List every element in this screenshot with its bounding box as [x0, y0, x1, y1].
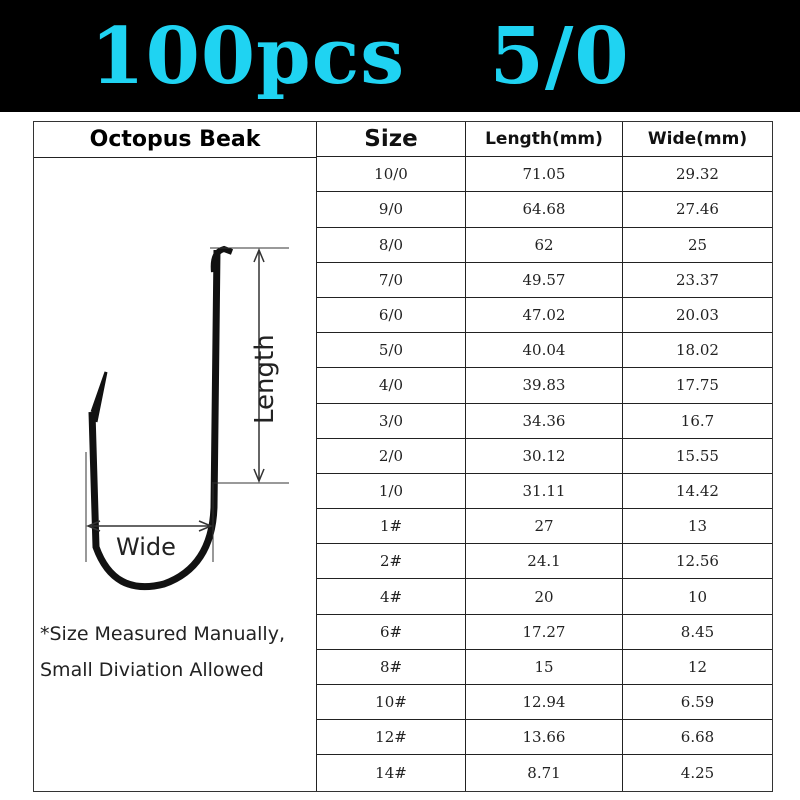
length-cell: 31.11	[466, 473, 623, 509]
length-cell: 34.36	[466, 403, 623, 438]
table-row: 4# 20 10	[317, 579, 772, 615]
length-cell: 12.94	[466, 685, 623, 720]
size-cell: 12#	[317, 720, 466, 755]
length-cell: 15	[466, 649, 623, 684]
header-row: Size Length(mm) Wide(mm)	[317, 122, 772, 158]
note-line-1: *Size Measured Manually,	[40, 623, 285, 645]
wide-cell: 14.42	[676, 481, 719, 500]
length-cell: 8.71	[466, 755, 623, 791]
length-cell: 20	[466, 579, 623, 614]
length-cell: 17.27	[466, 614, 623, 649]
table-row: 6/0 47.02 20.03	[317, 297, 772, 334]
table-row: 9/0 64.68 27.46	[317, 192, 772, 228]
size-cell: 10#	[317, 685, 466, 720]
wide-cell: 12	[687, 657, 708, 676]
wide-cell: 12.56	[676, 552, 719, 571]
length-cell: 64.68	[466, 192, 623, 227]
diagram-panel: Octopus Beak Length Wide *Size Measured …	[34, 122, 317, 791]
product-name: Octopus Beak	[34, 122, 316, 158]
length-cell: 40.04	[466, 333, 623, 368]
length-label: Length	[250, 334, 280, 424]
wide-cell: 25	[687, 235, 708, 254]
header-size: Size	[317, 122, 466, 157]
wide-cell: 4.25	[680, 763, 715, 782]
table-row: 6# 17.27 8.45	[317, 614, 772, 650]
table-row: 7/0 49.57 23.37	[317, 262, 772, 298]
wide-cell: 16.7	[680, 411, 715, 430]
length-cell: 62	[466, 227, 623, 262]
size-cell: 7/0	[317, 262, 466, 297]
table-row: 10/0 71.05 29.32	[317, 157, 772, 193]
size-chart-table: Octopus Beak Length Wide *Size Measured …	[33, 121, 773, 792]
header-wide: Wide(mm)	[647, 129, 748, 150]
wide-cell: 20.03	[676, 306, 719, 325]
wide-cell: 13	[687, 517, 708, 536]
size-cell: 9/0	[317, 192, 466, 227]
wide-cell: 8.45	[680, 622, 715, 641]
table-row: 8/0 62 25	[317, 227, 772, 263]
wide-cell: 23.37	[676, 270, 719, 289]
length-cell: 39.83	[466, 368, 623, 403]
table-row: 4/0 39.83 17.75	[317, 368, 772, 404]
table-row: 10# 12.94 6.59	[317, 685, 772, 721]
table-row: 12# 13.66 6.68	[317, 720, 772, 756]
length-cell: 47.02	[466, 297, 623, 333]
size-cell: 5/0	[317, 333, 466, 368]
banner: 100pcs 5/0	[0, 0, 800, 112]
length-cell: 30.12	[466, 438, 623, 473]
size-cell: 8/0	[317, 227, 466, 262]
size-cell: 2#	[317, 544, 466, 579]
wide-cell: 18.02	[676, 341, 719, 360]
length-cell: 27	[466, 509, 623, 544]
length-cell: 13.66	[466, 720, 623, 755]
wide-cell: 29.32	[676, 165, 719, 184]
table-row: 2# 24.1 12.56	[317, 544, 772, 580]
size-cell: 10/0	[317, 157, 466, 192]
length-cell: 49.57	[466, 262, 623, 297]
size-cell: 2/0	[317, 438, 466, 473]
table-row: 2/0 30.12 15.55	[317, 438, 772, 474]
size-cell: 1/0	[317, 473, 466, 509]
table-row: 1/0 31.11 14.42	[317, 473, 772, 510]
size-cell: 6#	[317, 614, 466, 649]
size-cell: 3/0	[317, 403, 466, 438]
header-length: Length(mm)	[466, 122, 623, 157]
table-row: 5/0 40.04 18.02	[317, 333, 772, 369]
table-row: 3/0 34.36 16.7	[317, 403, 772, 439]
size-cell: 14#	[317, 755, 466, 791]
size-cell: 1#	[317, 509, 466, 544]
wide-cell: 6.59	[680, 693, 715, 712]
size-cell: 6/0	[317, 297, 466, 333]
measurement-note: *Size Measured Manually, Small Diviation…	[40, 616, 285, 688]
length-cell: 24.1	[466, 544, 623, 579]
wide-cell: 15.55	[676, 446, 719, 465]
length-cell: 71.05	[466, 157, 623, 192]
table-row: 1# 27 13	[317, 509, 772, 545]
fish-hook-icon	[85, 245, 289, 591]
note-line-2: Small Diviation Allowed	[40, 659, 264, 681]
size-cell: 4/0	[317, 368, 466, 403]
size-grid: Size Length(mm) Wide(mm) 10/0 71.05 29.32 9…	[317, 122, 772, 791]
wide-cell: 10	[687, 587, 708, 606]
wide-cell: 17.75	[676, 376, 719, 395]
banner-title: 100pcs 5/0	[90, 10, 630, 102]
wide-cell: 6.68	[680, 728, 715, 747]
size-cell: 4#	[317, 579, 466, 614]
wide-cell: 27.46	[676, 200, 719, 219]
table-row: 14# 8.71 4.25	[317, 755, 772, 791]
table-row: 8# 15 12	[317, 649, 772, 685]
wide-label: Wide	[116, 533, 176, 561]
size-cell: 8#	[317, 649, 466, 684]
